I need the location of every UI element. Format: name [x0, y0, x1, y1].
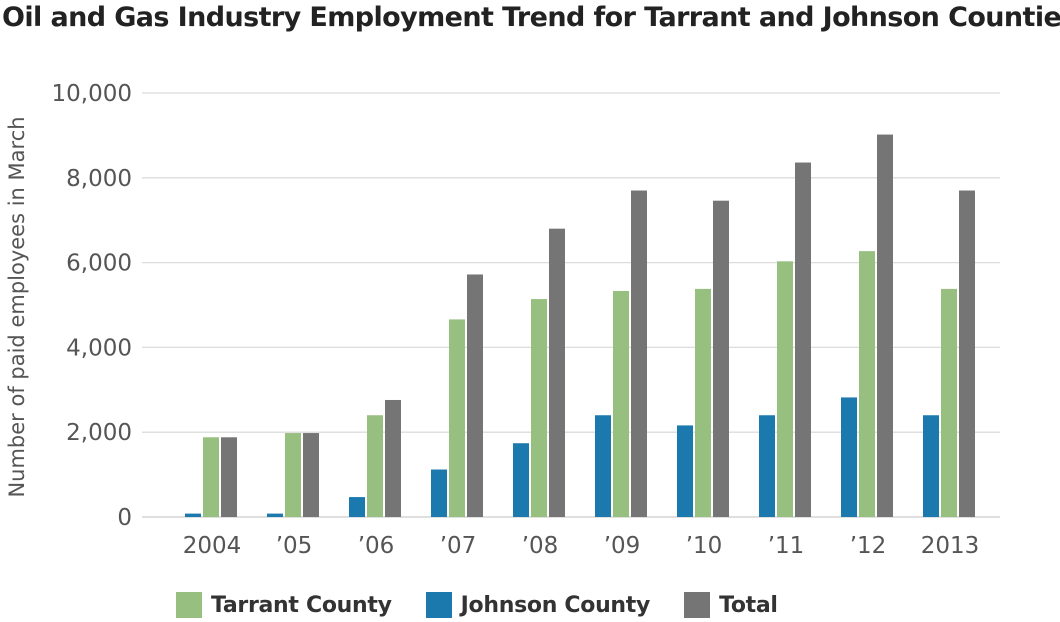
bar-total-10 — [713, 200, 729, 518]
legend-swatch-total — [684, 592, 711, 618]
x-tick-label-09: ’09 — [604, 533, 641, 559]
legend: Tarrant County Johnson County Total — [176, 588, 812, 622]
legend-item-johnson-county: Johnson County — [425, 592, 651, 618]
legend-item-tarrant-county: Tarrant County — [176, 592, 392, 618]
bar-tarrant-county-07 — [449, 319, 465, 517]
bar-total-06 — [385, 399, 401, 517]
legend-swatch-tarrant-county — [176, 592, 202, 618]
bar-total-09 — [631, 190, 647, 517]
y-tick-label-4000: 4,000 — [66, 335, 132, 361]
bar-tarrant-county-06 — [367, 415, 383, 517]
bar-johnson-county-12 — [841, 397, 857, 517]
x-tick-label-10: ’10 — [686, 533, 723, 559]
y-tick-label-0: 0 — [117, 505, 132, 531]
bars — [185, 134, 975, 518]
x-tick-label-08: ’08 — [522, 533, 559, 559]
legend-label-johnson-county: Johnson County — [460, 592, 651, 618]
bar-johnson-county-10 — [677, 425, 693, 517]
x-tick-label-06: ’06 — [358, 533, 395, 559]
bar-tarrant-county-2013 — [941, 288, 957, 517]
bar-tarrant-county-05 — [285, 433, 301, 517]
bar-tarrant-county-10 — [695, 288, 711, 517]
y-tick-label-6000: 6,000 — [66, 251, 132, 277]
bar-johnson-county-11 — [759, 415, 775, 517]
bar-chart: 0 2,000 4,000 6,000 8,000 10,000 2004 ’05 ’06 ’0… — [5, 81, 1000, 559]
bar-total-07 — [467, 274, 483, 517]
bar-johnson-county-09 — [595, 415, 611, 517]
bar-tarrant-county-08 — [531, 299, 547, 517]
bar-total-08 — [549, 228, 565, 517]
bar-johnson-county-08 — [513, 443, 529, 517]
legend-label-tarrant-county: Tarrant County — [211, 592, 392, 618]
x-tick-label-2004: 2004 — [183, 533, 242, 559]
bar-tarrant-county-09 — [613, 291, 629, 517]
bar-total-12 — [877, 134, 893, 517]
legend-label-total: Total — [719, 592, 778, 618]
legend-item-total: Total — [684, 592, 778, 618]
legend-swatch-johnson-county — [425, 592, 452, 618]
bar-johnson-county-05 — [267, 513, 283, 517]
bar-tarrant-county-11 — [777, 261, 793, 517]
bar-total-11 — [795, 162, 811, 517]
bar-johnson-county-06 — [349, 497, 365, 517]
y-tick-label-2000: 2,000 — [66, 420, 132, 446]
x-tick-label-2013: 2013 — [921, 533, 980, 559]
y-axis-title: Number of paid employees in March — [5, 116, 29, 497]
bar-johnson-county-07 — [431, 469, 447, 517]
y-tick-label-8000: 8,000 — [66, 166, 132, 192]
bar-johnson-county-2013 — [923, 415, 939, 517]
chart-title: Oil and Gas Industry Employment Trend fo… — [2, 2, 1060, 33]
bar-total-2013 — [959, 190, 975, 517]
x-tick-label-11: ’11 — [768, 533, 805, 559]
bar-total-2004 — [221, 437, 237, 517]
y-tick-label-10000: 10,000 — [52, 81, 132, 107]
bar-johnson-county-2004 — [185, 513, 201, 517]
y-axis-tick-labels: 0 2,000 4,000 6,000 8,000 10,000 — [52, 81, 132, 531]
x-tick-label-12: ’12 — [850, 533, 887, 559]
bar-total-05 — [303, 433, 319, 517]
x-axis-tick-labels: 2004 ’05 ’06 ’07 ’08 ’09 ’10 ’11 ’12 2013 — [183, 533, 980, 559]
x-tick-label-05: ’05 — [276, 533, 313, 559]
bar-tarrant-county-12 — [859, 251, 875, 518]
bar-tarrant-county-2004 — [203, 437, 219, 517]
x-tick-label-07: ’07 — [440, 533, 477, 559]
